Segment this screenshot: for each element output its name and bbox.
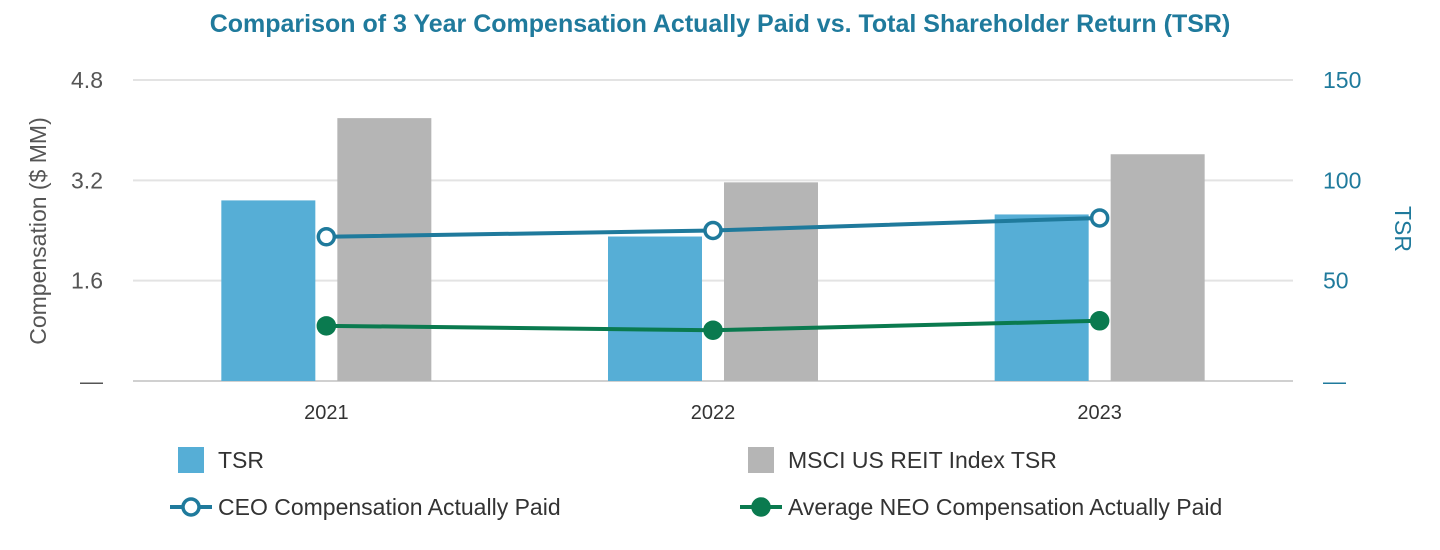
neo-comp-point xyxy=(1089,311,1110,331)
y-axis-label-left: Compensation ($ MM) xyxy=(25,117,51,345)
msci-bar xyxy=(337,118,432,382)
legend-item-ceo-label: CEO Compensation Actually Paid xyxy=(218,494,561,520)
neo-comp-point xyxy=(316,316,337,336)
legend-item-ceo-marker xyxy=(181,497,201,517)
y-tick-label-right: — xyxy=(1323,368,1346,394)
neo-comp-point xyxy=(703,320,723,340)
tsr-bar xyxy=(608,236,702,381)
gridlines xyxy=(133,79,1293,382)
y-tick-label-left: 1.6 xyxy=(71,268,103,294)
msci-bar xyxy=(724,182,818,381)
x-tick-label: 2022 xyxy=(691,402,736,424)
y-tick-label-right: 50 xyxy=(1323,268,1349,294)
legend-item-msci-label: MSCI US REIT Index TSR xyxy=(788,447,1057,473)
legend-item-neo-label: Average NEO Compensation Actually Paid xyxy=(788,494,1222,520)
y-tick-label-left: 4.8 xyxy=(71,67,103,93)
y-axis-label-right: TSR xyxy=(1390,206,1416,252)
y-tick-label-right: 150 xyxy=(1323,67,1361,93)
chart-title: Comparison of 3 Year Compensation Actual… xyxy=(209,10,1231,38)
axes: — — 1.6 50 3.2 100 4.8 150 Compensation ($ MM) TS… xyxy=(25,67,1416,424)
y-tick-label-right: 100 xyxy=(1323,167,1361,193)
series-lines xyxy=(316,208,1110,340)
legend-item-tsr-swatch xyxy=(178,447,204,473)
y-tick-label-left: 3.2 xyxy=(71,167,103,193)
ceo-comp-point xyxy=(316,227,337,247)
x-tick-label: 2021 xyxy=(304,402,349,424)
y-tick-label-left: — xyxy=(80,368,103,394)
x-tick-label: 2023 xyxy=(1077,402,1122,424)
msci-bar xyxy=(1110,154,1205,381)
bars xyxy=(221,118,1205,382)
ceo-comp-point xyxy=(1089,208,1110,228)
legend-item-msci-swatch xyxy=(748,447,774,473)
tsr-bar xyxy=(221,200,316,381)
legend-item-neo-marker xyxy=(751,497,771,517)
tsr-bar xyxy=(994,214,1089,381)
legend-item-tsr-label: TSR xyxy=(218,447,264,473)
legend: TSR MSCI US REIT Index TSR CEO Compensatio… xyxy=(170,447,1222,520)
ceo-comp-point xyxy=(703,220,723,241)
